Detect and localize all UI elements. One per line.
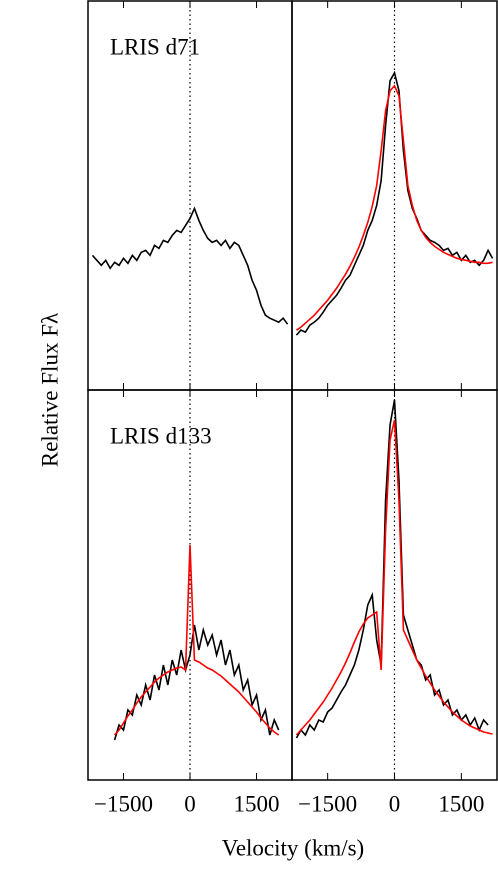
spectrum-line bbox=[114, 544, 280, 736]
x-axis-label: Velocity (km/s) bbox=[222, 835, 364, 860]
annotation: LRIS d133 bbox=[110, 423, 212, 448]
spectrum-line bbox=[91, 206, 289, 325]
x-tick-label: −1500 bbox=[94, 791, 153, 816]
x-tick-label: 1500 bbox=[438, 791, 484, 816]
spectrum-line bbox=[296, 84, 493, 331]
x-tick-label: 0 bbox=[389, 791, 401, 816]
spectrum-line bbox=[295, 419, 493, 736]
x-tick-label: −1500 bbox=[298, 791, 357, 816]
x-tick-label: 0 bbox=[184, 791, 196, 816]
y-axis-label: Relative Flux Fλ bbox=[37, 312, 62, 467]
spectrum-line bbox=[113, 624, 280, 741]
annotation: LRIS d71 bbox=[110, 34, 200, 59]
x-tick-label: 1500 bbox=[234, 791, 280, 816]
spectrum-line bbox=[295, 70, 494, 336]
spectrum-line bbox=[295, 399, 489, 739]
